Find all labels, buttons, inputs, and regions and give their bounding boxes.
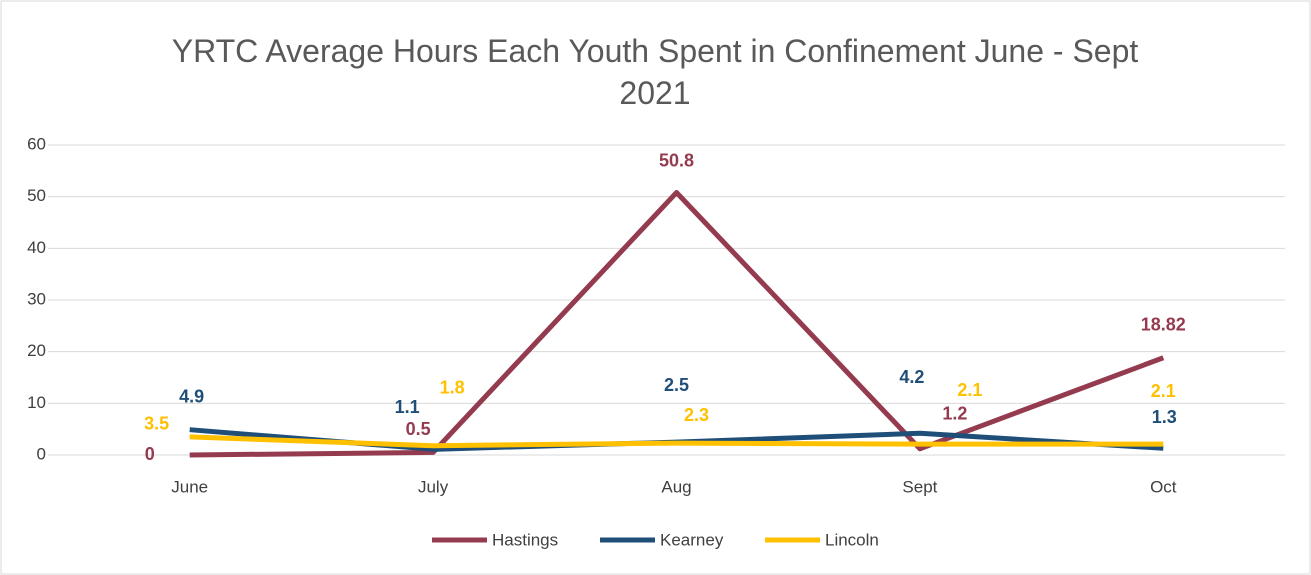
data-label: 4.2	[899, 367, 924, 387]
data-label: 0	[145, 444, 155, 464]
y-tick-label: 0	[37, 444, 46, 463]
y-tick-label: 40	[27, 238, 46, 257]
data-label: 1.2	[942, 404, 967, 424]
legend-label: Lincoln	[825, 530, 879, 549]
data-label: 3.5	[144, 414, 169, 434]
y-tick-label: 10	[27, 393, 46, 412]
x-tick-label: July	[418, 477, 449, 496]
data-label: 18.82	[1141, 315, 1186, 335]
x-tick-label: Aug	[661, 477, 691, 496]
data-label: 2.3	[684, 405, 709, 425]
data-label: 0.5	[406, 419, 431, 439]
x-tick-label: Sept	[902, 477, 937, 496]
data-label: 2.1	[1151, 381, 1176, 401]
data-label: 1.3	[1152, 407, 1177, 427]
series-line	[189, 434, 1164, 449]
series-line	[189, 190, 1165, 458]
data-label: 1.1	[395, 397, 420, 417]
x-tick-label: June	[171, 477, 208, 496]
data-label: 2.1	[957, 380, 982, 400]
data-label: 1.8	[440, 377, 465, 397]
y-tick-label: 60	[27, 134, 46, 153]
legend-label: Kearney	[660, 530, 724, 549]
y-tick-label: 20	[27, 341, 46, 360]
y-tick-label: 30	[27, 289, 46, 308]
chart-title: YRTC Average Hours Each Youth Spent in C…	[171, 33, 1139, 111]
x-tick-label: Oct	[1150, 477, 1177, 496]
data-label: 2.5	[664, 375, 689, 395]
data-label: 4.9	[179, 386, 204, 406]
legend-label: Hastings	[492, 530, 558, 549]
data-label: 50.8	[659, 150, 694, 170]
y-tick-label: 50	[27, 186, 46, 205]
